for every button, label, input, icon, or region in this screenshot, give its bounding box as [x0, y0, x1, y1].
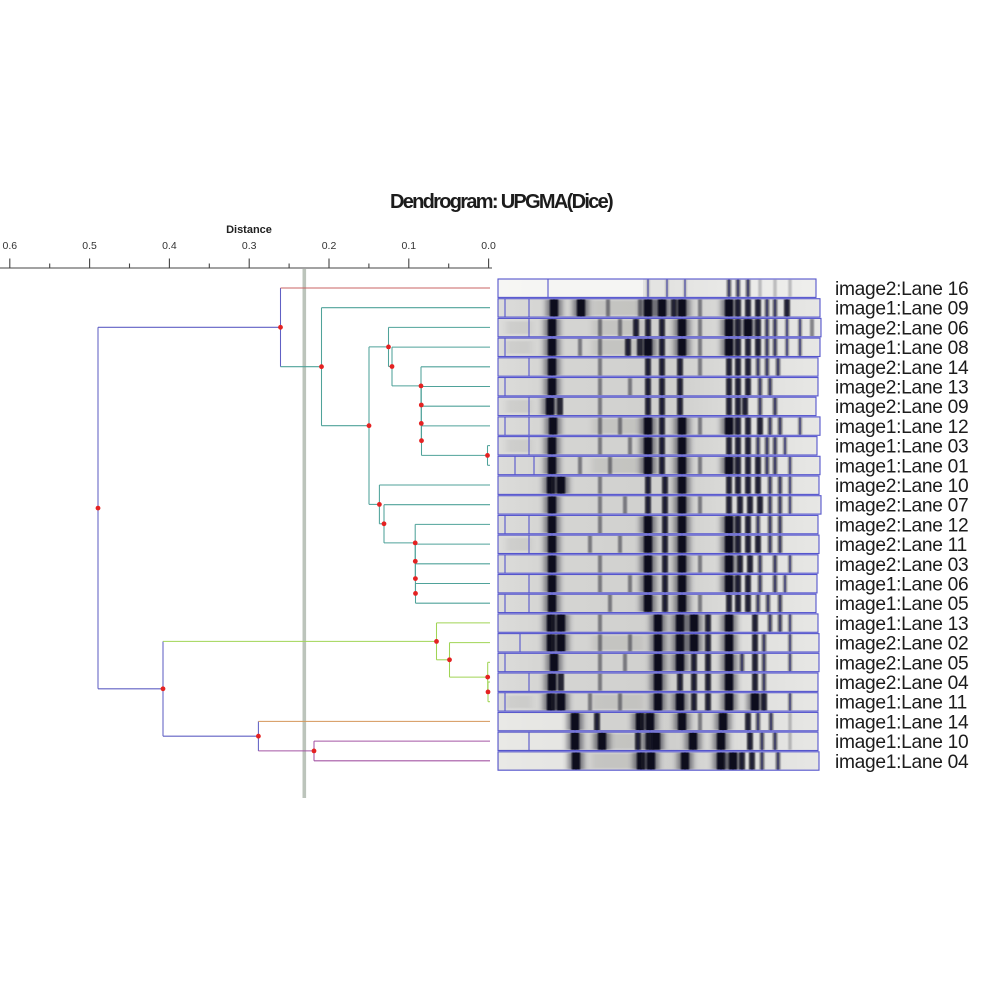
svg-text:0.5: 0.5 [82, 240, 97, 252]
svg-text:image1:Lane 05: image1:Lane 05 [835, 594, 968, 615]
svg-text:image2:Lane 06: image2:Lane 06 [835, 318, 968, 339]
svg-text:Dendrogram: UPGMA(Dice): Dendrogram: UPGMA(Dice) [390, 191, 613, 213]
svg-text:image1:Lane 11: image1:Lane 11 [835, 693, 967, 714]
svg-text:image1:Lane 09: image1:Lane 09 [835, 299, 968, 320]
svg-text:image2:Lane 11: image2:Lane 11 [835, 535, 967, 556]
svg-text:0.1: 0.1 [401, 240, 416, 252]
svg-text:image2:Lane 04: image2:Lane 04 [835, 673, 969, 694]
svg-text:image2:Lane 05: image2:Lane 05 [835, 653, 968, 674]
svg-text:image2:Lane 07: image2:Lane 07 [835, 496, 968, 517]
svg-text:image2:Lane 16: image2:Lane 16 [835, 279, 968, 300]
svg-text:image1:Lane 10: image1:Lane 10 [835, 732, 968, 753]
svg-text:0.6: 0.6 [2, 240, 17, 252]
svg-text:image1:Lane 14: image1:Lane 14 [835, 712, 969, 733]
svg-text:Distance: Distance [226, 224, 272, 236]
svg-text:image2:Lane 02: image2:Lane 02 [835, 634, 968, 655]
svg-text:image1:Lane 13: image1:Lane 13 [835, 614, 968, 635]
svg-text:image1:Lane 03: image1:Lane 03 [835, 437, 968, 458]
svg-text:image2:Lane 13: image2:Lane 13 [835, 378, 968, 399]
svg-text:image1:Lane 06: image1:Lane 06 [835, 575, 968, 596]
svg-text:image1:Lane 08: image1:Lane 08 [835, 338, 968, 359]
svg-text:0.3: 0.3 [242, 240, 257, 252]
svg-text:image2:Lane 09: image2:Lane 09 [835, 397, 968, 418]
svg-text:0.2: 0.2 [322, 240, 337, 252]
svg-text:0.4: 0.4 [162, 240, 177, 252]
svg-text:image1:Lane 04: image1:Lane 04 [835, 752, 969, 773]
svg-text:image2:Lane 14: image2:Lane 14 [835, 358, 969, 379]
svg-text:image1:Lane 01: image1:Lane 01 [835, 456, 968, 477]
svg-text:image2:Lane 10: image2:Lane 10 [835, 476, 968, 497]
svg-text:image1:Lane 12: image1:Lane 12 [835, 417, 968, 438]
svg-text:image2:Lane 12: image2:Lane 12 [835, 515, 968, 536]
svg-text:0.0: 0.0 [481, 240, 496, 252]
svg-text:image2:Lane 03: image2:Lane 03 [835, 555, 968, 576]
